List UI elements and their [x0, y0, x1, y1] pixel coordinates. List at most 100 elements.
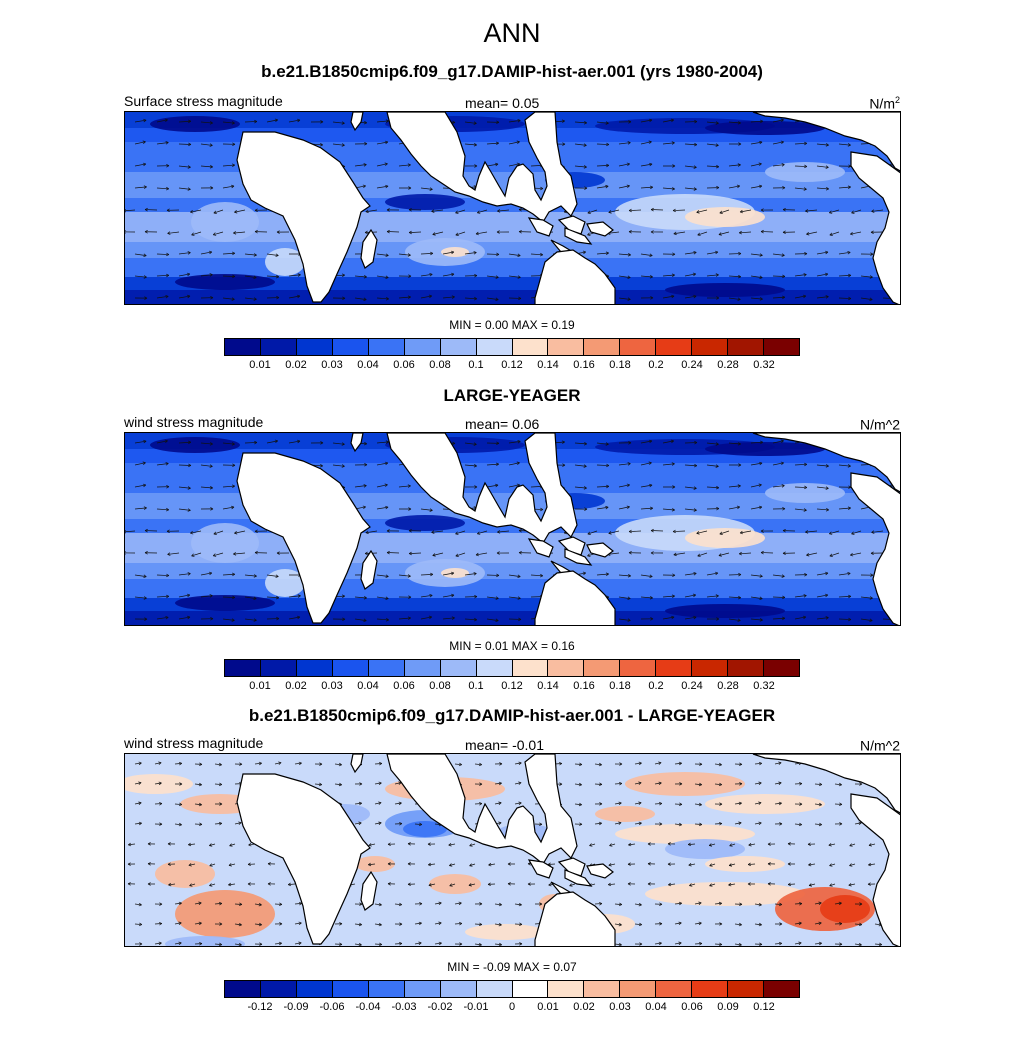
colorbar-swatch — [441, 660, 477, 676]
colorbar-tick-label: 0.08 — [429, 359, 450, 371]
panel-3: wind stress magnitude mean= -0.01 N/m^2 … — [0, 735, 1024, 1055]
colorbar-swatch — [692, 660, 728, 676]
colorbar-tick-label: 0.04 — [357, 680, 378, 692]
colorbar-swatch — [656, 660, 692, 676]
colorbar-swatch — [333, 660, 369, 676]
colorbar-swatch — [477, 981, 513, 997]
colorbar-tick-label: 0.03 — [321, 359, 342, 371]
panel-2-field-label: wind stress magnitude — [124, 414, 263, 430]
colorbar-swatch — [584, 981, 620, 997]
colorbar-swatch — [369, 981, 405, 997]
colorbar-tick-label: 0.12 — [753, 1001, 774, 1013]
colorbar-swatch — [225, 981, 261, 997]
panel-3-colorbar — [224, 980, 800, 998]
colorbar-swatch — [333, 981, 369, 997]
colorbar-tick-label: 0.1 — [468, 359, 483, 371]
panel-1: Surface stress magnitude mean= 0.05 N/m2… — [0, 93, 1024, 413]
colorbar-swatch — [764, 339, 799, 355]
colorbar-tick-label: -0.01 — [463, 1001, 488, 1013]
panel-1-title: b.e21.B1850cmip6.f09_g17.DAMIP-hist-aer.… — [0, 62, 1024, 82]
colorbar-swatch — [297, 339, 333, 355]
colorbar-swatch — [297, 660, 333, 676]
colorbar-tick-label: -0.09 — [283, 1001, 308, 1013]
colorbar-swatch — [441, 981, 477, 997]
panel-3-units-label: N/m^2 — [860, 737, 900, 754]
colorbar-swatch — [405, 981, 441, 997]
colorbar-tick-label: 0.2 — [648, 359, 663, 371]
colorbar-swatch — [261, 981, 297, 997]
panel-1-units-label: N/m2 — [869, 95, 900, 112]
colorbar-tick-label: 0.06 — [681, 1001, 702, 1013]
main-title: ANN — [0, 18, 1024, 49]
colorbar-tick-label: 0.06 — [393, 680, 414, 692]
colorbar-tick-label: 0.01 — [249, 680, 270, 692]
panel-1-mean-label: mean= 0.05 — [465, 95, 539, 111]
colorbar-swatch — [513, 660, 549, 676]
colorbar-tick-label: 0.12 — [501, 680, 522, 692]
panel-2-units-label: N/m^2 — [860, 416, 900, 433]
colorbar-swatch — [225, 660, 261, 676]
colorbar-tick-label: 0.14 — [537, 680, 558, 692]
colorbar-swatch — [405, 339, 441, 355]
colorbar-tick-label: 0.2 — [648, 680, 663, 692]
colorbar-tick-label: 0.14 — [537, 359, 558, 371]
colorbar-swatch — [477, 339, 513, 355]
colorbar-swatch — [620, 981, 656, 997]
colorbar-tick-label: 0.02 — [285, 680, 306, 692]
colorbar-swatch — [369, 660, 405, 676]
colorbar-swatch — [261, 660, 297, 676]
panel-2: wind stress magnitude mean= 0.06 N/m^2 M… — [0, 414, 1024, 734]
colorbar-swatch — [261, 339, 297, 355]
panel-3-mean-label: mean= -0.01 — [465, 737, 544, 753]
colorbar-tick-label: -0.06 — [319, 1001, 344, 1013]
panel-3-map-svg — [125, 754, 901, 947]
colorbar-swatch — [441, 339, 477, 355]
panel-2-title: LARGE-YEAGER — [0, 386, 1024, 406]
colorbar-tick-label: 0 — [509, 1001, 515, 1013]
colorbar-tick-label: 0.04 — [357, 359, 378, 371]
colorbar-tick-label: 0.24 — [681, 359, 702, 371]
colorbar-tick-label: 0.32 — [753, 680, 774, 692]
panel-3-field-label: wind stress magnitude — [124, 735, 263, 751]
colorbar-tick-label: 0.12 — [501, 359, 522, 371]
colorbar-swatch — [692, 339, 728, 355]
panel-1-map-svg — [125, 112, 901, 305]
colorbar-swatch — [584, 660, 620, 676]
colorbar-tick-label: -0.12 — [247, 1001, 272, 1013]
colorbar-swatch — [513, 981, 549, 997]
panel-2-mean-label: mean= 0.06 — [465, 416, 539, 432]
colorbar-tick-label: 0.02 — [573, 1001, 594, 1013]
colorbar-tick-label: 0.16 — [573, 359, 594, 371]
colorbar-swatch — [369, 339, 405, 355]
panel-1-colorbar — [224, 338, 800, 356]
panel-1-field-label: Surface stress magnitude — [124, 93, 283, 109]
colorbar-tick-label: 0.09 — [717, 1001, 738, 1013]
colorbar-tick-label: 0.06 — [393, 359, 414, 371]
colorbar-swatch — [513, 339, 549, 355]
colorbar-swatch — [656, 981, 692, 997]
panel-2-colorbar — [224, 659, 800, 677]
colorbar-tick-label: 0.28 — [717, 680, 738, 692]
colorbar-swatch — [764, 981, 799, 997]
colorbar-swatch — [405, 660, 441, 676]
colorbar-swatch — [692, 981, 728, 997]
colorbar-swatch — [620, 660, 656, 676]
panel-2-map — [124, 432, 901, 626]
colorbar-swatch — [548, 981, 584, 997]
colorbar-swatch — [656, 339, 692, 355]
panel-1-map — [124, 111, 901, 305]
colorbar-swatch — [728, 339, 764, 355]
colorbar-swatch — [728, 981, 764, 997]
colorbar-tick-label: 0.04 — [645, 1001, 666, 1013]
colorbar-tick-label: 0.02 — [285, 359, 306, 371]
colorbar-tick-label: -0.02 — [427, 1001, 452, 1013]
colorbar-tick-label: -0.04 — [355, 1001, 380, 1013]
panel-1-minmax: MIN = 0.00 MAX = 0.19 — [0, 318, 1024, 332]
panel-3-title: b.e21.B1850cmip6.f09_g17.DAMIP-hist-aer.… — [0, 706, 1024, 726]
colorbar-tick-label: 0.03 — [321, 680, 342, 692]
colorbar-swatch — [297, 981, 333, 997]
colorbar-tick-label: 0.16 — [573, 680, 594, 692]
colorbar-swatch — [548, 339, 584, 355]
